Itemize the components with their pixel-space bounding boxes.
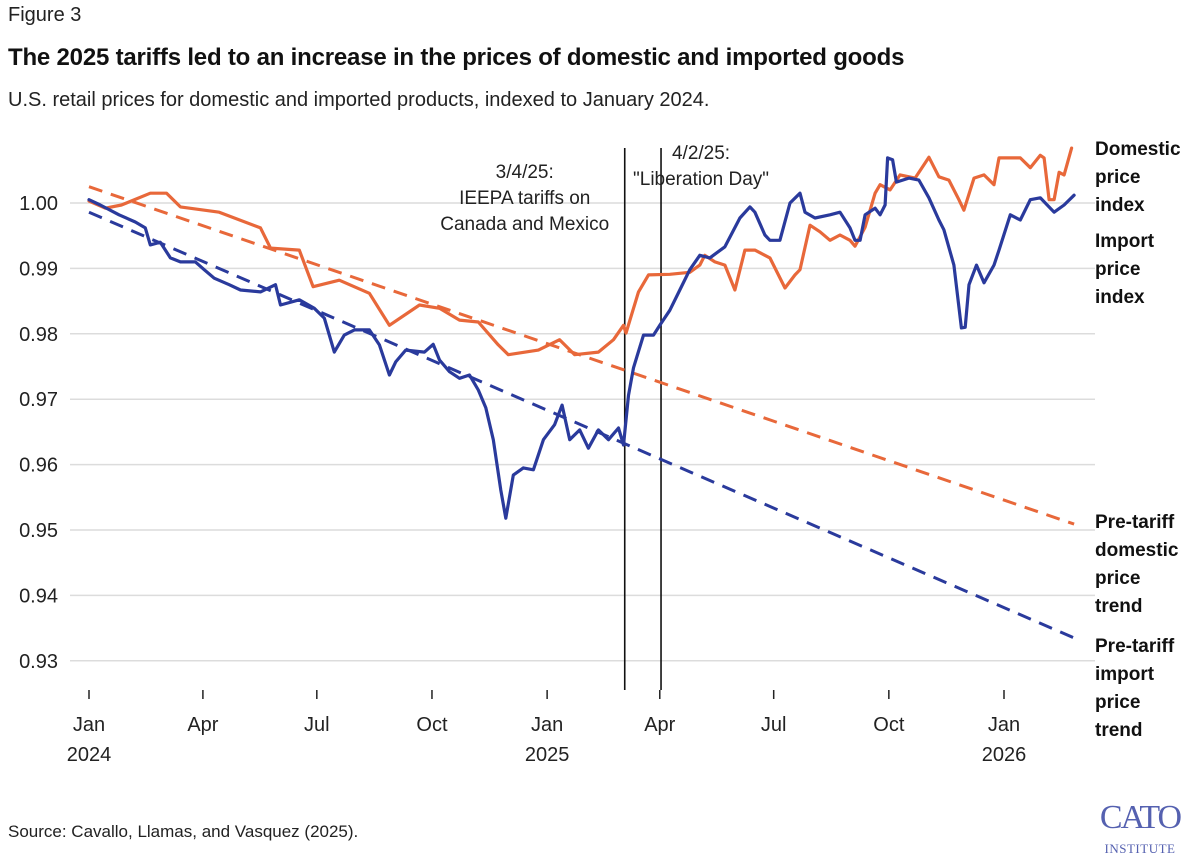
figure-label: Figure 3 <box>8 4 82 26</box>
x-tick-label: Jan <box>531 714 563 736</box>
logo-text-cato: CATO <box>1100 799 1182 836</box>
series-label: Import <box>1095 231 1155 252</box>
x-tick-label: Jul <box>304 714 330 736</box>
y-axis-ticks: 1.00 0.99 0.98 0.97 0.96 0.95 0.94 0.93 <box>19 193 58 673</box>
series-label: trend <box>1095 720 1143 741</box>
series-label: domestic <box>1095 540 1179 561</box>
series-label: trend <box>1095 596 1143 617</box>
chart-subtitle: U.S. retail prices for domestic and impo… <box>8 89 710 111</box>
y-tick-label: 0.94 <box>19 585 58 607</box>
x-tick-year: 2025 <box>525 744 570 766</box>
logo-text-institute: INSTITUTE <box>1105 841 1176 856</box>
x-tick-year: 2026 <box>982 744 1027 766</box>
y-tick-label: 0.99 <box>19 258 58 280</box>
series-label: price <box>1095 167 1140 188</box>
series-label: price <box>1095 259 1140 280</box>
series-line-import-price-index <box>87 156 1076 520</box>
series-label: index <box>1095 195 1145 216</box>
x-tick-label: Oct <box>873 714 905 736</box>
y-tick-label: 0.97 <box>19 389 58 411</box>
series-line-domestic-price-index <box>87 146 1074 357</box>
x-axis-ticks: Jan 2024 Apr Jul Oct Jan 2025 Apr Jul Oct Jan 2026 <box>67 690 1027 766</box>
x-tick-year: 2024 <box>67 744 112 766</box>
gridlines <box>70 202 1095 662</box>
annotation-text-ieepa: IEEPA tariffs on <box>459 188 590 209</box>
source-note: Source: Cavallo, Llamas, and Vasquez (20… <box>8 822 359 841</box>
series-label: Domestic <box>1095 139 1181 160</box>
x-tick-label: Jan <box>73 714 105 736</box>
x-tick-label: Jan <box>988 714 1020 736</box>
y-tick-label: 0.95 <box>19 520 58 542</box>
chart-title: The 2025 tariffs led to an increase in t… <box>8 44 905 71</box>
series-label: index <box>1095 287 1145 308</box>
series-labels: Domestic price index Import price index Pre-ta… <box>1095 139 1181 741</box>
x-tick-label: Apr <box>187 714 218 736</box>
series-line-pre-tariff-domestic-price-trend <box>88 185 1075 526</box>
annotation-text-liberation-day: 4/2/25: <box>672 143 730 164</box>
series-line-pre-tariff-import-price-trend <box>88 210 1075 640</box>
x-tick-label: Apr <box>644 714 675 736</box>
series-label: Pre-tariff <box>1095 636 1175 657</box>
series-label: import <box>1095 664 1155 685</box>
event-annotations: 3/4/25: IEEPA tariffs on Canada and Mexico… <box>440 143 769 690</box>
series-label: price <box>1095 568 1140 589</box>
cato-logo: CATO INSTITUTE <box>1100 799 1184 856</box>
x-tick-label: Oct <box>416 714 448 736</box>
series-label: price <box>1095 692 1140 713</box>
series-lines <box>87 146 1076 640</box>
y-tick-label: 0.93 <box>19 651 58 673</box>
y-tick-label: 0.98 <box>19 324 58 346</box>
series-label: Pre-tariff <box>1095 512 1175 533</box>
x-tick-label: Jul <box>761 714 787 736</box>
annotation-text-ieepa: 3/4/25: <box>496 162 554 183</box>
annotation-text-liberation-day: "Liberation Day" <box>633 169 769 190</box>
y-tick-label: 0.96 <box>19 455 58 477</box>
annotation-text-ieepa: Canada and Mexico <box>440 214 609 235</box>
y-tick-label: 1.00 <box>19 193 58 215</box>
